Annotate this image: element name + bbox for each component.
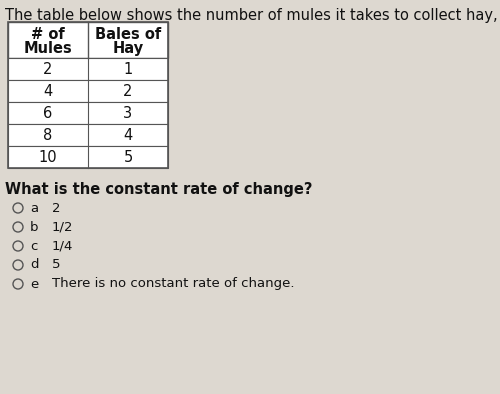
Text: There is no constant rate of change.: There is no constant rate of change. (52, 277, 294, 290)
Bar (8, 146, 168, 168)
Text: 2: 2 (52, 201, 60, 214)
Text: 3: 3 (124, 106, 132, 121)
Text: 8: 8 (44, 128, 52, 143)
Text: b: b (30, 221, 38, 234)
Text: 4: 4 (124, 128, 132, 143)
Text: Hay: Hay (112, 41, 144, 56)
Text: a: a (30, 201, 38, 214)
Circle shape (13, 222, 23, 232)
Text: 2: 2 (124, 84, 132, 98)
Bar (8, 102, 168, 124)
Bar (8, 58, 168, 80)
Text: The table below shows the number of mules it takes to collect hay,: The table below shows the number of mule… (5, 8, 498, 23)
Bar (8, 22, 168, 58)
Text: d: d (30, 258, 38, 271)
Text: 4: 4 (44, 84, 52, 98)
Text: 2: 2 (44, 61, 52, 76)
Bar (8, 80, 168, 102)
Text: 10: 10 (38, 149, 58, 165)
Text: What is the constant rate of change?: What is the constant rate of change? (5, 182, 312, 197)
Text: Mules: Mules (24, 41, 72, 56)
Text: 1/4: 1/4 (52, 240, 74, 253)
Text: Bales of: Bales of (95, 27, 161, 42)
Circle shape (13, 260, 23, 270)
Circle shape (13, 279, 23, 289)
Text: # of: # of (31, 27, 65, 42)
Text: 5: 5 (52, 258, 60, 271)
Text: c: c (30, 240, 38, 253)
Circle shape (13, 241, 23, 251)
Text: e: e (30, 277, 38, 290)
Bar (8, 22, 168, 168)
Circle shape (13, 203, 23, 213)
Text: 5: 5 (124, 149, 132, 165)
Bar (8, 124, 168, 146)
Text: 6: 6 (44, 106, 52, 121)
Text: 1: 1 (124, 61, 132, 76)
Text: 1/2: 1/2 (52, 221, 74, 234)
